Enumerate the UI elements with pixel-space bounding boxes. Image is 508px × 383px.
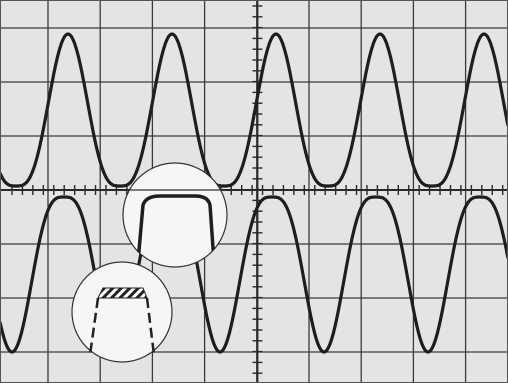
hatched-top [98,288,147,298]
detail-circle [72,262,172,362]
detail-inset [72,262,172,362]
magnifier-inset [123,163,227,267]
oscilloscope-screen [0,0,508,383]
page: {} (() => { const NS = 'http://www.w3.or… [0,0,508,383]
